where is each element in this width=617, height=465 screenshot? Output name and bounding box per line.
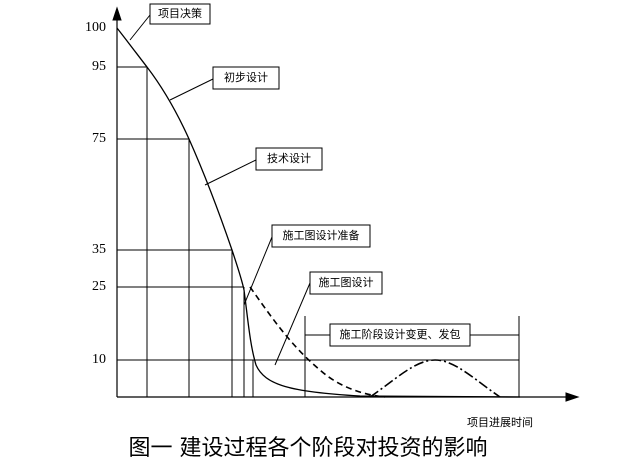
y-tick-label: 75 [92,131,106,146]
stage-label: 施工图设计准备 [283,228,360,242]
callout [169,78,214,101]
stage-label: 项目决策 [158,6,202,20]
caption: 图一 建设过程各个阶段对投资的影响 [129,436,488,461]
callout [274,282,311,366]
x-arrow [565,392,580,402]
stage-label: 初步设计 [224,70,268,84]
y-tick-label: 25 [92,279,106,294]
y-tick-label: 10 [92,352,106,367]
y-tick-label: 100 [85,20,106,35]
label-box [212,66,280,90]
y-tick-label: 95 [92,59,106,74]
callout [243,236,273,306]
stage-label: 施工图设计 [319,276,374,289]
y-ticks: 100 95 75 35 25 10 [85,20,106,367]
dashdot-curve [369,359,501,398]
label-box [309,271,383,295]
stage-grid [117,66,519,397]
label-box [329,323,471,347]
callout [129,14,151,41]
label-box [255,147,323,171]
stage-label: 施工阶段设计变更、发包 [340,327,461,341]
investment-curve [116,27,521,398]
y-tick-label: 35 [92,242,106,257]
stage-label: 技术设计 [267,152,311,165]
label-box [271,224,371,248]
label-box [149,3,211,25]
y-arrow [112,6,122,21]
x-axis-label: 项目进展时间 [467,416,533,429]
callout [204,159,257,186]
